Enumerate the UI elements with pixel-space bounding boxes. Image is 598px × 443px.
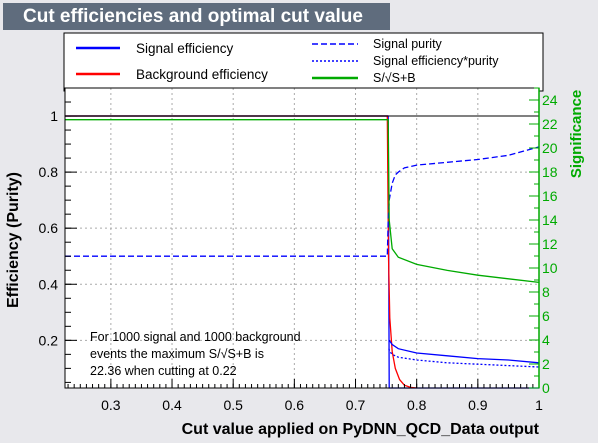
series-line [65, 115, 417, 389]
y2-tick-label: 12 [542, 236, 558, 252]
x-axis-label: Cut value applied on PyDNN_QCD_Data outp… [182, 421, 540, 438]
y2-tick-label: 20 [542, 140, 558, 156]
y2-tick-label: 0 [542, 380, 550, 396]
y-axis-label: Efficiency (Purity) [5, 172, 22, 308]
x-tick-label: 0.6 [285, 397, 305, 413]
y-tick-label: 1 [50, 108, 58, 124]
y-tick-label: 0.8 [39, 164, 59, 180]
y-tick-label: 0.2 [39, 332, 59, 348]
y2-tick-label: 2 [542, 356, 550, 372]
x-tick-label: 1 [535, 397, 543, 413]
y2-tick-label: 14 [542, 212, 558, 228]
annotation-line-1: For 1000 signal and 1000 background [90, 330, 301, 344]
x-tick-label: 0.8 [407, 397, 427, 413]
series-line [65, 146, 540, 257]
y2-tick-label: 10 [542, 260, 558, 276]
y-tick-label: 0.4 [39, 276, 59, 292]
y2-tick-label: 16 [542, 188, 558, 204]
plot-area [65, 88, 539, 388]
y2-tick-label: 24 [542, 92, 558, 108]
x-tick-label: 0.3 [101, 397, 121, 413]
x-tick-label: 0.9 [468, 397, 488, 413]
y2-tick-label: 6 [542, 308, 550, 324]
chart-title: Cut efficiencies and optimal cut value [3, 3, 390, 30]
y-tick-label: 0.6 [39, 220, 59, 236]
y2-tick-label: 8 [542, 284, 550, 300]
legend-label: Signal efficiency [136, 41, 234, 56]
legend-label: Background efficiency [136, 67, 268, 82]
legend-box [63, 32, 544, 92]
y2-tick-label: 4 [542, 332, 550, 348]
legend: Signal efficiency Background efficiency Si… [76, 37, 499, 85]
axes: 0.3 0.4 0.5 0.6 0.7 0.8 0.9 10.20.40.60.8102468… [39, 87, 558, 413]
y2-axis-label: Significance [568, 90, 585, 178]
series-group [65, 115, 540, 389]
legend-label: Signal efficiency*purity [373, 54, 499, 68]
y2-tick-label: 18 [542, 164, 558, 180]
x-tick-label: 0.4 [162, 397, 182, 413]
annotation: For 1000 signal and 1000 background even… [90, 330, 301, 378]
series-line [388, 348, 540, 368]
x-tick-label: 0.5 [223, 397, 243, 413]
x-tick-label: 0.7 [346, 397, 366, 413]
series-line [388, 339, 540, 364]
legend-label: Signal purity [373, 37, 443, 51]
y2-tick-label: 22 [542, 116, 558, 132]
annotation-line-3: 22.36 when cutting at 0.22 [90, 364, 237, 378]
series-line [65, 119, 540, 284]
annotation-line-2: events the maximum S/√S+B is [90, 347, 264, 361]
legend-label: S/√S+B [373, 71, 416, 85]
